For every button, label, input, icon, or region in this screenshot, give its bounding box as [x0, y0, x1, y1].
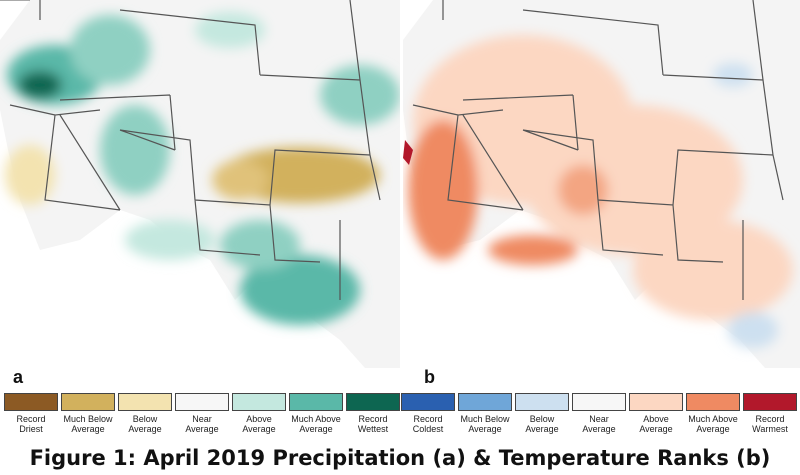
legend-swatch: [346, 393, 400, 411]
legend-label: Much Above Average: [688, 414, 738, 434]
figure-caption: Figure 1: April 2019 Precipitation (a) &…: [29, 446, 771, 470]
legend-item-record-driest: Record Driest: [4, 393, 58, 434]
precip-anomaly-blobs: [5, 12, 400, 325]
legend-swatch: [4, 393, 58, 411]
legend-swatch: [572, 393, 626, 411]
legend-item-much-above: Much Above Average: [289, 393, 343, 434]
legend-item-much-below: Much Below Average: [458, 393, 512, 434]
legend-label: Much Below Average: [63, 414, 113, 434]
legend-label: Record Warmest: [752, 414, 788, 434]
legend-swatch: [61, 393, 115, 411]
legend-swatch: [289, 393, 343, 411]
legend-item-record-wettest: Record Wettest: [346, 393, 400, 434]
legend-item-above: Above Average: [629, 393, 683, 434]
legend-item-near: Near Average: [175, 393, 229, 434]
legend-swatch: [743, 393, 797, 411]
legend-item-much-below: Much Below Average: [61, 393, 115, 434]
legend-item-record-coldest: Record Coldest: [401, 393, 455, 434]
legend-item-below: Below Average: [118, 393, 172, 434]
state-borders: [412, 0, 784, 300]
legend-label: Near Average: [582, 414, 616, 434]
legend-label: Below Average: [128, 414, 162, 434]
legend-swatch: [686, 393, 740, 411]
legend-swatch: [401, 393, 455, 411]
legend-swatch: [515, 393, 569, 411]
legend-item-near: Near Average: [572, 393, 626, 434]
record-warm-spot: [403, 140, 413, 165]
panel-label-a: a: [13, 367, 24, 387]
legend-label: Above Average: [639, 414, 673, 434]
legend-item-below: Below Average: [515, 393, 569, 434]
temperature-map: [403, 0, 800, 368]
legend-label: Record Driest: [16, 414, 46, 434]
legend-label: Record Coldest: [412, 414, 444, 434]
legend-label: Much Above Average: [291, 414, 341, 434]
legend-item-record-warmest: Record Warmest: [743, 393, 797, 434]
legend-label: Record Wettest: [357, 414, 389, 434]
legend-swatch: [175, 393, 229, 411]
legend-swatch: [232, 393, 286, 411]
legend-swatch: [458, 393, 512, 411]
legend-item-much-above: Much Above Average: [686, 393, 740, 434]
precipitation-map: [0, 0, 400, 368]
legend-item-above: Above Average: [232, 393, 286, 434]
legend-swatch: [118, 393, 172, 411]
legend-label: Much Below Average: [460, 414, 510, 434]
temp-anomaly-blobs: [408, 35, 793, 348]
legend-swatch: [629, 393, 683, 411]
legend-label: Near Average: [185, 414, 219, 434]
legend-label: Above Average: [242, 414, 276, 434]
state-borders: [9, 0, 381, 300]
legend-label: Below Average: [525, 414, 559, 434]
panel-label-b: b: [424, 367, 435, 387]
